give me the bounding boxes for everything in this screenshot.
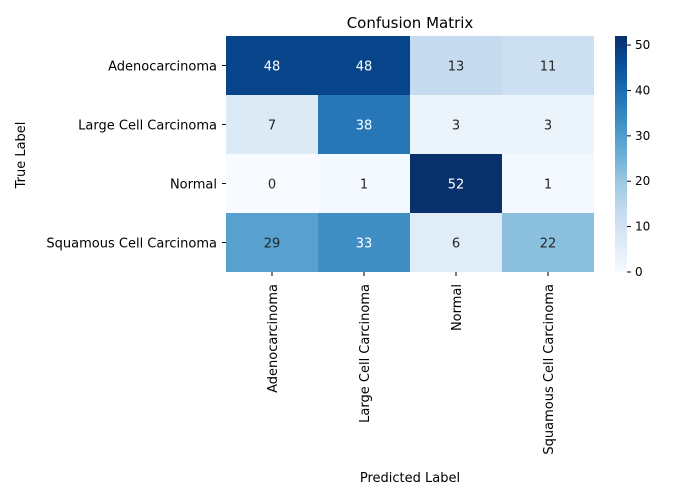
x-tick-label: Normal xyxy=(450,284,465,331)
x-axis-label: Predicted Label xyxy=(360,471,460,486)
heatmap-cell xyxy=(226,36,318,95)
cell-value-label: 33 xyxy=(356,237,373,252)
heatmap-cell xyxy=(318,213,410,272)
y-tick-label: Squamous Cell Carcinoma xyxy=(46,237,217,252)
colorbar-tick-label: 30 xyxy=(635,129,650,143)
heatmap-cell xyxy=(502,154,594,213)
heatmap-cell xyxy=(318,36,410,95)
heatmap-cell xyxy=(226,154,318,213)
cell-value-label: 1 xyxy=(360,178,368,193)
cell-value-label: 48 xyxy=(356,60,373,75)
heatmap-cell xyxy=(226,213,318,272)
heatmap-cell xyxy=(410,213,502,272)
cell-value-label: 3 xyxy=(452,119,460,134)
cell-value-label: 22 xyxy=(540,237,557,252)
heatmap-cell xyxy=(502,213,594,272)
x-tick-label: Adenocarcinoma xyxy=(266,284,281,393)
heatmap-cell xyxy=(226,95,318,154)
cell-value-label: 38 xyxy=(356,119,373,134)
y-tick-label: Normal xyxy=(170,178,217,193)
y-tick-label: Large Cell Carcinoma xyxy=(78,119,217,134)
heatmap-cell xyxy=(502,36,594,95)
heatmap-cell-labels: 48 48 13 117 38 3 30 1 52 129 33 6 22 xyxy=(264,60,557,252)
heatmap-cell xyxy=(410,95,502,154)
colorbar-tick-label: 20 xyxy=(635,174,650,188)
heatmap-cell xyxy=(410,154,502,213)
cell-value-label: 48 xyxy=(264,60,281,75)
cell-value-label: 29 xyxy=(264,237,281,252)
heatmap-cell xyxy=(318,95,410,154)
cell-value-label: 0 xyxy=(268,178,276,193)
cell-value-label: 3 xyxy=(544,119,552,134)
x-tick-label: Squamous Cell Carcinoma xyxy=(542,284,557,455)
colorbar-tick-label: 50 xyxy=(635,38,650,52)
cell-value-label: 6 xyxy=(452,237,460,252)
colorbar-tick-label: 10 xyxy=(635,220,650,234)
cell-value-label: 11 xyxy=(540,60,557,75)
cell-value-label: 7 xyxy=(268,119,276,134)
cell-value-label: 52 xyxy=(448,178,465,193)
heatmap-cell xyxy=(502,95,594,154)
heatmap-cell xyxy=(318,154,410,213)
y-axis-label: True Label xyxy=(14,122,29,190)
cell-value-label: 1 xyxy=(544,178,552,193)
chart-title: Confusion Matrix xyxy=(347,14,474,32)
colorbar-tick-label: 0 xyxy=(635,265,643,279)
x-axis-ticks: Adenocarcinoma Large Cell Carcinoma Normal… xyxy=(266,272,557,455)
cell-value-label: 13 xyxy=(448,60,465,75)
colorbar-gradient xyxy=(615,36,627,272)
colorbar: 0 10 20 30 40 50 xyxy=(615,36,650,279)
heatmap-cell xyxy=(410,36,502,95)
x-tick-label: Large Cell Carcinoma xyxy=(358,284,373,423)
heatmap-cells xyxy=(226,36,594,272)
colorbar-tick-label: 40 xyxy=(635,83,650,97)
y-axis-ticks: Adenocarcinoma Large Cell Carcinoma Normal… xyxy=(46,60,226,252)
y-tick-label: Adenocarcinoma xyxy=(108,60,217,75)
